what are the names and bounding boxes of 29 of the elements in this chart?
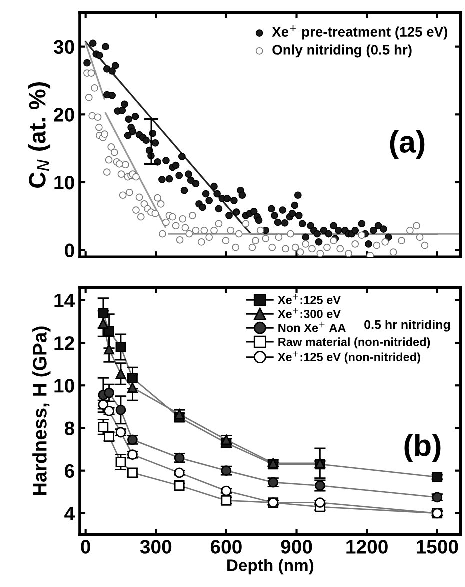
x-tick-label: 900 xyxy=(281,540,312,554)
y-tick-label: 6 xyxy=(65,464,74,478)
y-tick-label: 10 xyxy=(54,176,74,190)
x-tick-label: 600 xyxy=(210,540,242,554)
y-axis-title: Hardness, H (GPa) xyxy=(32,326,51,496)
legend-label: Xe$^{+}$:300 eV xyxy=(278,308,341,318)
x-tick-label: 300 xyxy=(140,540,172,554)
y-tick-label: 12 xyxy=(54,336,74,350)
legend-label: Raw material (non-nitrided) xyxy=(278,338,430,349)
legend-label: Only nitriding (0.5 hr) xyxy=(272,44,412,58)
x-tick-label: 1200 xyxy=(346,540,388,554)
x-axis-title: Depth (nm) xyxy=(228,559,314,575)
y-axis-title: C$_{N}$ (at. %) xyxy=(28,82,51,188)
y-tick-label: 4 xyxy=(64,507,76,520)
y-tick-label: 0 xyxy=(65,244,74,258)
y-tick-label: 20 xyxy=(54,108,74,122)
x-tick-label: 1500 xyxy=(416,540,458,554)
annotation: (b) xyxy=(404,434,441,463)
legend-label: Xe$^{+}$ pre-treatment (125 eV) xyxy=(272,25,448,40)
y-tick-label: 8 xyxy=(64,422,75,436)
y-tick-label: 10 xyxy=(54,379,74,393)
x-tick-label: 0 xyxy=(81,540,90,554)
annotation: 0.5 hr nitriding xyxy=(364,320,450,332)
annotation: (a) xyxy=(390,130,425,160)
legend-label: Xe$^{+}$:125 eV (non-nitrided) xyxy=(278,352,420,364)
y-tick-label: 14 xyxy=(54,294,76,308)
y-tick-label: 30 xyxy=(54,40,74,54)
legend-label: Non Xe$^{+}$ AA xyxy=(278,322,346,332)
legend-label: Xe$^{+}$:125 eV xyxy=(278,294,341,304)
